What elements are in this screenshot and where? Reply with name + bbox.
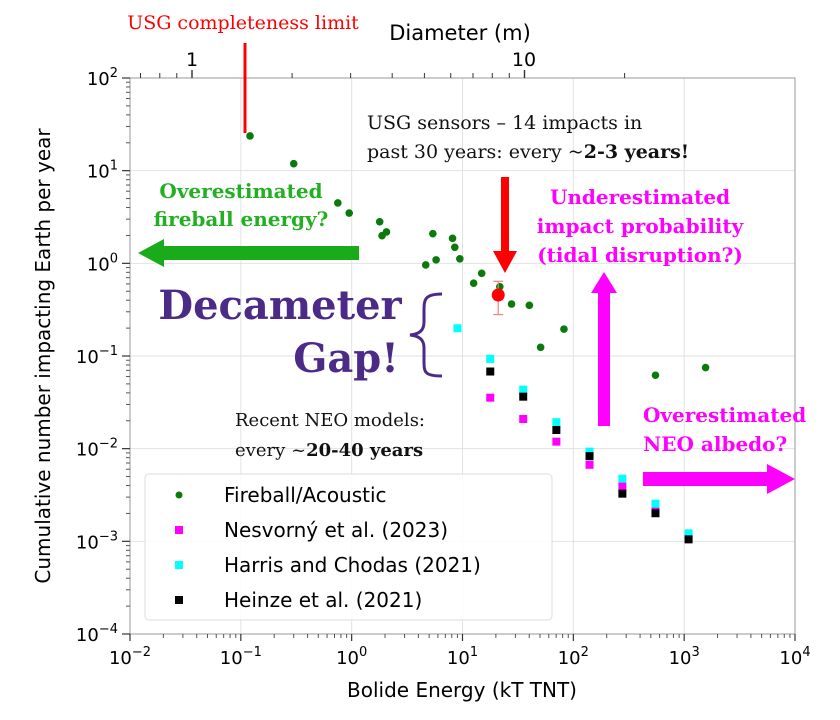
point-nesvorn-et-al-2023 bbox=[585, 460, 594, 469]
x-tick-label: 100 bbox=[336, 645, 367, 669]
point-nesvorn-et-al-2023 bbox=[486, 393, 495, 402]
point-fireball-acoustic bbox=[432, 256, 440, 264]
point-harris-and-chodas-2021 bbox=[651, 499, 660, 508]
x-tick-label: 10−2 bbox=[109, 645, 151, 669]
fireball-line1: Overestimated bbox=[159, 179, 322, 203]
point-fireball-acoustic bbox=[334, 199, 342, 207]
point-fireball-acoustic bbox=[289, 159, 298, 168]
point-fireball-acoustic bbox=[560, 325, 568, 333]
point-harris-and-chodas-2021 bbox=[486, 354, 495, 363]
point-fireball-acoustic bbox=[429, 229, 437, 238]
legend-marker-nesvorny bbox=[175, 526, 183, 534]
legend-marker-fireball bbox=[175, 491, 183, 499]
usg-limit-label: USG completeness limit bbox=[127, 12, 359, 34]
usg-point bbox=[491, 288, 505, 302]
usg-sensors-line2-bold: 2-3 years! bbox=[584, 141, 689, 163]
fireball-arrow-left bbox=[138, 239, 359, 267]
top-axis-label: Diameter (m) bbox=[389, 21, 531, 45]
y-tick-label: 10−4 bbox=[76, 622, 118, 646]
x-tick-label: 103 bbox=[669, 645, 700, 669]
usg-sensors-line2: past 30 years: every ~2-3 years! bbox=[367, 141, 689, 163]
point-harris-and-chodas-2021 bbox=[552, 418, 561, 427]
point-heinze-et-al-2021 bbox=[552, 426, 561, 435]
y-tick-label: 102 bbox=[87, 66, 118, 90]
point-fireball-acoustic bbox=[345, 209, 353, 217]
neo-line2-bold: 20-40 years bbox=[306, 440, 423, 461]
point-heinze-et-al-2021 bbox=[651, 509, 660, 518]
x-tick-label: 104 bbox=[779, 645, 810, 669]
point-fireball-acoustic bbox=[507, 300, 516, 308]
y-tick-label: 101 bbox=[87, 159, 118, 183]
gap-line1: Decameter bbox=[158, 282, 402, 329]
legend-marker-heinze bbox=[175, 596, 183, 604]
legend-box bbox=[144, 473, 553, 621]
point-fireball-acoustic bbox=[421, 261, 430, 269]
y-tick-label: 10−1 bbox=[76, 344, 118, 368]
point-fireball-acoustic bbox=[525, 301, 534, 310]
legend-marker-harris bbox=[175, 561, 183, 569]
point-nesvorn-et-al-2023 bbox=[552, 437, 561, 446]
y-tick-label: 10−2 bbox=[76, 437, 118, 461]
point-fireball-acoustic bbox=[448, 234, 457, 243]
x-tick-label: 101 bbox=[447, 645, 478, 669]
usg-sensors-line1: USG sensors – 14 impacts in bbox=[367, 112, 642, 134]
point-harris-and-chodas-2021 bbox=[618, 474, 627, 483]
legend-label-heinze: Heinze et al. (2021) bbox=[224, 588, 422, 612]
x-tick-label: 10−1 bbox=[220, 645, 262, 669]
x-axis-label: Bolide Energy (kT TNT) bbox=[347, 678, 577, 702]
point-harris-and-chodas-2021 bbox=[519, 385, 528, 394]
legend-label-harris: Harris and Chodas (2021) bbox=[224, 553, 481, 577]
y-tick-label: 10−3 bbox=[76, 529, 118, 553]
point-harris-and-chodas-2021 bbox=[684, 529, 693, 538]
x-tick-label: 102 bbox=[558, 645, 589, 669]
usg-sensors-line2-prefix: past 30 years: every ~ bbox=[367, 141, 584, 163]
point-fireball-acoustic bbox=[477, 269, 486, 278]
point-heinze-et-al-2021 bbox=[486, 367, 495, 376]
point-heinze-et-al-2021 bbox=[684, 535, 693, 544]
albedo-line2: NEO albedo? bbox=[643, 432, 787, 456]
data-points bbox=[246, 132, 710, 544]
point-fireball-acoustic bbox=[456, 254, 464, 263]
point-harris-and-chodas-2021 bbox=[585, 447, 594, 456]
fireball-line2: fireball energy? bbox=[154, 207, 329, 231]
tidal-arrow-up bbox=[591, 272, 617, 426]
gap-brace-icon bbox=[409, 292, 443, 378]
point-heinze-et-al-2021 bbox=[618, 489, 627, 498]
usg-arrow-down bbox=[493, 177, 517, 273]
legend-label-nesvorny: Nesvorný et al. (2023) bbox=[224, 518, 448, 542]
tidal-line1: Underestimated bbox=[550, 185, 730, 209]
point-fireball-acoustic bbox=[382, 228, 391, 236]
y-tick-label: 100 bbox=[87, 251, 118, 275]
point-fireball-acoustic bbox=[651, 371, 660, 380]
tidal-line2: impact probability bbox=[537, 214, 745, 238]
top-tick-label-1: 1 bbox=[186, 49, 198, 71]
point-nesvorn-et-al-2023 bbox=[618, 482, 627, 491]
point-fireball-acoustic bbox=[375, 217, 384, 226]
point-fireball-acoustic bbox=[701, 363, 710, 372]
neo-line1: Recent NEO models: bbox=[235, 410, 425, 431]
axis-ticks bbox=[122, 70, 796, 641]
point-fireball-acoustic bbox=[469, 279, 478, 288]
tidal-line3: (tidal disruption?) bbox=[537, 243, 743, 267]
point-heinze-et-al-2021 bbox=[519, 392, 528, 401]
legend: Fireball/Acoustic Nesvorný et al. (2023)… bbox=[144, 473, 553, 621]
point-heinze-et-al-2021 bbox=[585, 452, 594, 461]
point-nesvorn-et-al-2023 bbox=[519, 414, 528, 423]
neo-line2-prefix: every ~ bbox=[235, 440, 306, 461]
legend-label-fireball: Fireball/Acoustic bbox=[224, 483, 387, 507]
gap-line2: Gap! bbox=[293, 335, 399, 382]
albedo-arrow-right bbox=[643, 464, 795, 494]
neo-line2: every ~20-40 years bbox=[235, 440, 423, 461]
point-fireball-acoustic bbox=[246, 132, 254, 140]
point-fireball-acoustic bbox=[450, 243, 459, 252]
albedo-line1: Overestimated bbox=[643, 403, 806, 427]
y-axis-label: Cumulative number impacting Earth per ye… bbox=[31, 128, 55, 584]
top-tick-label-10: 10 bbox=[512, 49, 536, 71]
point-harris-and-chodas-2021 bbox=[453, 324, 462, 333]
point-fireball-acoustic bbox=[536, 343, 545, 352]
axis-tick-labels: 10−2 10−1 100 101 102 103 104 10−4 10−3 10−2 10−1 1… bbox=[76, 66, 811, 669]
